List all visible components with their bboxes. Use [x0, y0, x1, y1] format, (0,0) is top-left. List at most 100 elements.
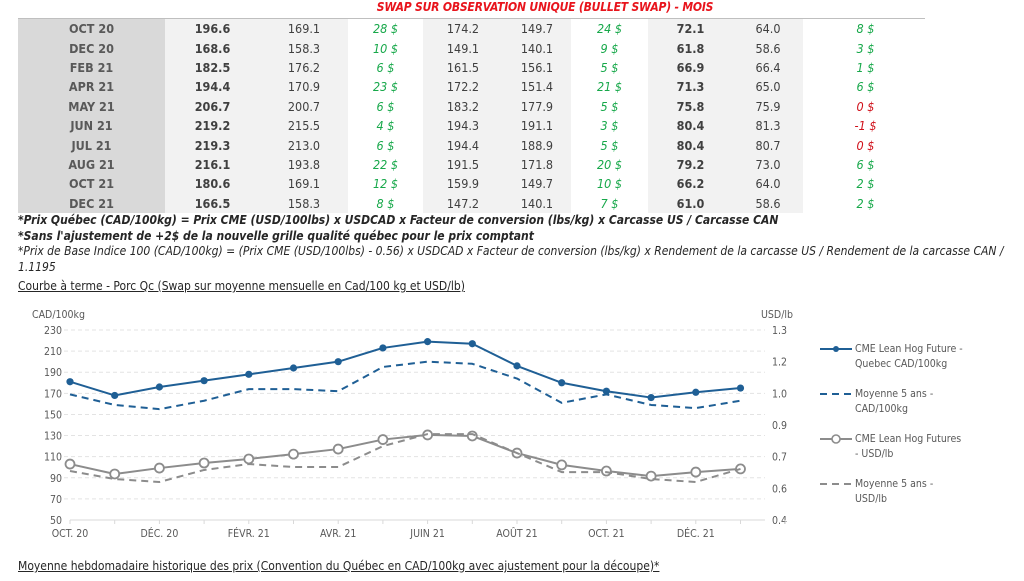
legend-item: CME Lean Hog Future - Quebec CAD/100kg	[820, 343, 963, 370]
data-point	[109, 468, 121, 480]
y-axis-title-right: USD/lb	[761, 309, 793, 321]
swap-table: OCT 20 196.6 169.1 28 $174.2 149.7 24 $72.1 64…	[18, 19, 928, 213]
table-row: APR 21 194.4 170.9 23 $172.2 151.4 21 $71.3 65…	[18, 77, 928, 97]
spread-cell: 6 $	[348, 135, 423, 155]
month-cell: DEC 21	[18, 193, 165, 213]
data-point	[153, 462, 165, 474]
price-cell: 80.4	[648, 135, 733, 155]
price-cell: 182.5	[165, 57, 260, 78]
price-cell: 80.4	[648, 115, 733, 136]
price-cell: 196.6	[165, 19, 260, 39]
data-point	[288, 448, 299, 460]
price-cell: 216.1	[165, 154, 260, 175]
footnote-prix-quebec: *Prix Québec (CAD/100kg) = Prix CME (USD…	[18, 213, 779, 227]
spread-cell: 4 $	[348, 115, 423, 136]
price-cell: 177.9	[503, 96, 571, 116]
price-cell: 194.4	[423, 135, 503, 155]
price-cell: 180.6	[165, 174, 260, 194]
grid-lines	[64, 329, 765, 500]
month-cell: DEC 20	[18, 38, 165, 58]
price-cell: 171.8	[503, 154, 571, 175]
forward-curve-chart: 230 210 190 170 150 130 110 90 70 50 1.3 1.2 1.0 0.9 0…	[32, 309, 963, 540]
data-point	[66, 378, 74, 386]
price-cell: 149.7	[503, 174, 571, 194]
price-cell: 72.1	[648, 19, 733, 39]
data-point	[556, 459, 568, 471]
x-tick-label: OCT. 20	[52, 528, 89, 540]
legend-label: Moyenne 5 ans -	[855, 388, 933, 400]
table-row: AUG 21 216.1 193.8 22 $191.5 171.8 20 $79.2 73…	[18, 154, 928, 175]
price-cell: 65.0	[733, 77, 803, 97]
price-cell: 79.2	[648, 154, 733, 175]
spread-cell: 7 $	[571, 193, 648, 213]
price-cell: 193.8	[260, 154, 348, 175]
spread-cell: 6 $	[348, 96, 423, 116]
data-point	[111, 391, 119, 400]
legend-label: Moyenne 5 ans -	[855, 478, 933, 490]
spread-cell: 2 $	[803, 193, 928, 213]
x-tick-label: DÉC. 21	[677, 527, 715, 540]
price-cell: 169.1	[260, 19, 348, 39]
spread-cell: 0 $	[803, 135, 928, 155]
spread-cell: 6 $	[803, 77, 928, 97]
y-tick-label-left: 110	[44, 452, 62, 464]
table-row: OCT 21 180.6 169.1 12 $159.9 149.7 10 $66.2 64…	[18, 174, 928, 194]
y-tick-label-left: 130	[44, 431, 62, 443]
y-tick-label-left: 210	[44, 346, 62, 358]
x-tick-label: OCT. 21	[588, 528, 625, 540]
data-point	[379, 344, 387, 352]
price-cell: 183.2	[423, 96, 503, 116]
spread-cell: 9 $	[571, 38, 648, 58]
table-title: SWAP SUR OBSERVATION UNIQUE (BULLET SWAP…	[376, 0, 714, 14]
month-cell: JUL 21	[18, 135, 165, 155]
title-divider	[18, 18, 925, 19]
data-point	[332, 443, 344, 455]
data-point	[64, 458, 76, 470]
price-cell: 168.6	[165, 38, 260, 58]
y-tick-label-right: 0.6	[772, 483, 787, 495]
y-tick-label-right: 1.2	[772, 357, 787, 369]
legend-label: Quebec CAD/100kg	[855, 358, 947, 370]
price-cell: 61.8	[648, 38, 733, 58]
spread-cell: 10 $	[571, 174, 648, 194]
price-cell: 191.1	[503, 115, 571, 136]
price-cell: 66.9	[648, 57, 733, 78]
price-cell: 147.2	[423, 193, 503, 213]
y-tick-label-right: 1.3	[772, 325, 787, 337]
spread-cell: 5 $	[571, 96, 648, 116]
spread-cell: 12 $	[348, 174, 423, 194]
spread-cell: 10 $	[348, 38, 423, 58]
series-line-0	[69, 340, 741, 399]
x-tick-label: AOÛT 21	[496, 527, 537, 540]
spread-cell: 20 $	[571, 154, 648, 175]
spread-cell: 6 $	[348, 57, 423, 78]
price-cell: 58.6	[733, 193, 803, 213]
spread-cell: 28 $	[348, 19, 423, 39]
data-point	[289, 364, 298, 372]
price-cell: 172.2	[423, 77, 503, 97]
spread-cell: -1 $	[803, 115, 928, 136]
chart-heading-link[interactable]: Courbe à terme - Porc Qc (Swap sur moyen…	[18, 279, 465, 293]
spread-cell: 23 $	[348, 77, 423, 97]
y-tick-label-left: 90	[50, 473, 62, 485]
data-point	[647, 393, 655, 402]
legend-label: CME Lean Hog Future -	[855, 343, 963, 355]
legend-marker	[831, 434, 841, 444]
weekly-history-heading-link[interactable]: Moyenne hebdomadaire historique des prix…	[18, 559, 660, 573]
table-row: JUL 21 219.3 213.0 6 $194.4 188.9 5 $80.4 80.7…	[18, 135, 928, 155]
data-point	[468, 340, 476, 348]
price-cell: 161.5	[423, 57, 503, 78]
price-cell: 64.0	[733, 174, 803, 194]
price-cell: 166.5	[165, 193, 260, 213]
price-cell: 73.0	[733, 154, 803, 175]
month-cell: OCT 20	[18, 19, 165, 39]
y-tick-label-right: 0.9	[772, 420, 787, 432]
price-cell: 215.5	[260, 115, 348, 136]
legend-marker	[833, 346, 839, 352]
price-cell: 64.0	[733, 19, 803, 39]
price-cell: 66.4	[733, 57, 803, 78]
table-row: OCT 20 196.6 169.1 28 $174.2 149.7 24 $72.1 64…	[18, 19, 928, 39]
price-cell: 66.2	[648, 174, 733, 194]
spread-cell: 24 $	[571, 19, 648, 39]
footnote-ajustement: *Sans l'ajustement de +2$ de la nouvelle…	[18, 228, 534, 243]
